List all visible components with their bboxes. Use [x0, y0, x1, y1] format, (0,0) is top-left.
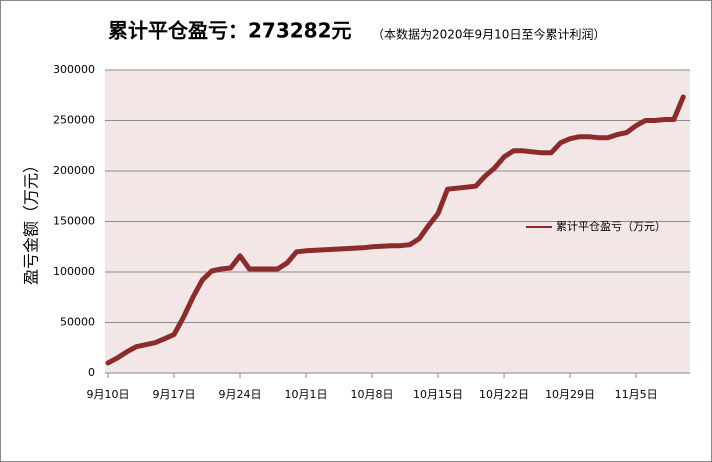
- y-tick-label: 200000: [53, 164, 95, 177]
- y-tick-label: 150000: [53, 215, 95, 228]
- y-tick-label: 250000: [53, 114, 95, 127]
- x-tick-label: 9月10日: [87, 388, 130, 401]
- x-tick-label: 10月15日: [413, 388, 463, 401]
- chart-subtitle: （本数据为2020年9月10日至今累计利润）: [372, 27, 605, 42]
- x-tick-label: 10月8日: [351, 388, 394, 401]
- chart-title: 累计平仓盈亏：273282元: [108, 19, 352, 43]
- y-tick-label: 50000: [60, 316, 95, 329]
- x-tick-label: 10月1日: [285, 388, 328, 401]
- y-tick-label: 100000: [53, 265, 95, 278]
- x-tick-label: 9月17日: [153, 388, 196, 401]
- data-line: [105, 94, 686, 366]
- x-tick-label: 10月29日: [545, 388, 595, 401]
- x-tick-label: 11月5日: [615, 388, 658, 401]
- x-tick-label: 10月22日: [479, 388, 529, 401]
- x-tick-label: 9月24日: [219, 388, 262, 401]
- y-tick-label: 300000: [53, 63, 95, 76]
- y-tick-label: 0: [88, 366, 95, 379]
- legend-label: 累计平仓盈亏（万元）: [556, 219, 666, 233]
- y-axis-label: 盈亏金额（万元）: [22, 157, 41, 285]
